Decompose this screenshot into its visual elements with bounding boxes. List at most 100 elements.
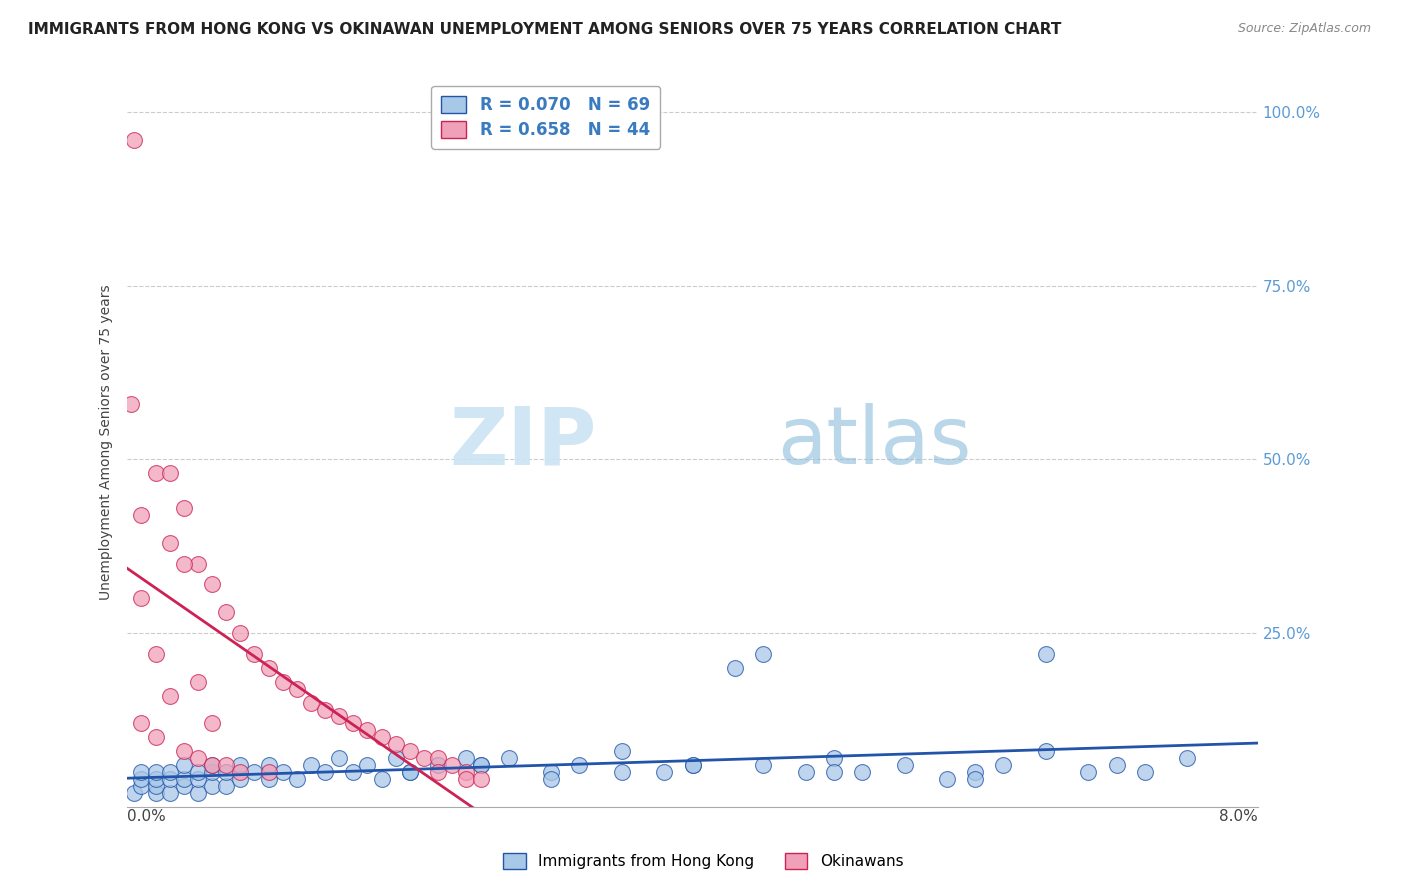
Point	[159, 467, 181, 481]
Point	[159, 764, 181, 779]
Point	[257, 661, 280, 675]
Point	[1035, 744, 1057, 758]
Point	[384, 737, 406, 751]
Point	[427, 758, 450, 772]
Point	[399, 744, 422, 758]
Legend: R = 0.070   N = 69, R = 0.658   N = 44: R = 0.070 N = 69, R = 0.658 N = 44	[432, 86, 659, 149]
Text: Source: ZipAtlas.com: Source: ZipAtlas.com	[1237, 22, 1371, 36]
Point	[470, 772, 492, 786]
Point	[427, 764, 450, 779]
Point	[456, 772, 478, 786]
Point	[356, 758, 378, 772]
Point	[893, 758, 915, 772]
Point	[145, 731, 167, 745]
Point	[243, 764, 266, 779]
Point	[131, 772, 153, 786]
Point	[399, 764, 422, 779]
Point	[470, 758, 492, 772]
Point	[145, 779, 167, 793]
Point	[173, 744, 195, 758]
Point	[145, 647, 167, 661]
Point	[610, 744, 633, 758]
Point	[201, 758, 224, 772]
Point	[187, 557, 209, 571]
Point	[131, 716, 153, 731]
Point	[285, 772, 308, 786]
Point	[851, 764, 873, 779]
Point	[173, 779, 195, 793]
Point	[257, 764, 280, 779]
Legend: Immigrants from Hong Kong, Okinawans: Immigrants from Hong Kong, Okinawans	[496, 847, 910, 875]
Point	[568, 758, 591, 772]
Point	[131, 764, 153, 779]
Point	[187, 674, 209, 689]
Point	[1035, 647, 1057, 661]
Text: 8.0%: 8.0%	[1219, 809, 1258, 824]
Point	[215, 605, 238, 619]
Point	[215, 758, 238, 772]
Point	[145, 467, 167, 481]
Point	[427, 751, 450, 765]
Point	[121, 397, 143, 411]
Point	[285, 681, 308, 696]
Point	[145, 772, 167, 786]
Point	[159, 786, 181, 800]
Point	[1175, 751, 1198, 765]
Point	[145, 764, 167, 779]
Point	[124, 786, 146, 800]
Point	[187, 772, 209, 786]
Point	[724, 661, 747, 675]
Point	[935, 772, 957, 786]
Point	[794, 764, 817, 779]
Point	[682, 758, 704, 772]
Point	[370, 772, 392, 786]
Point	[257, 758, 280, 772]
Point	[456, 751, 478, 765]
Point	[173, 772, 195, 786]
Point	[271, 764, 294, 779]
Point	[229, 626, 252, 640]
Point	[610, 764, 633, 779]
Point	[201, 758, 224, 772]
Point	[159, 689, 181, 703]
Point	[145, 786, 167, 800]
Point	[173, 557, 195, 571]
Point	[173, 758, 195, 772]
Point	[243, 647, 266, 661]
Point	[342, 764, 364, 779]
Point	[456, 764, 478, 779]
Point	[229, 764, 252, 779]
Point	[965, 764, 987, 779]
Point	[131, 508, 153, 522]
Point	[187, 786, 209, 800]
Point	[215, 779, 238, 793]
Point	[540, 772, 562, 786]
Point	[328, 709, 350, 723]
Point	[752, 758, 775, 772]
Point	[413, 751, 436, 765]
Point	[993, 758, 1015, 772]
Point	[328, 751, 350, 765]
Point	[384, 751, 406, 765]
Point	[441, 758, 464, 772]
Point	[229, 758, 252, 772]
Text: atlas: atlas	[778, 403, 972, 481]
Point	[752, 647, 775, 661]
Point	[498, 751, 520, 765]
Point	[124, 133, 146, 147]
Point	[1105, 758, 1128, 772]
Point	[187, 764, 209, 779]
Text: IMMIGRANTS FROM HONG KONG VS OKINAWAN UNEMPLOYMENT AMONG SENIORS OVER 75 YEARS C: IMMIGRANTS FROM HONG KONG VS OKINAWAN UN…	[28, 22, 1062, 37]
Point	[823, 764, 845, 779]
Point	[399, 764, 422, 779]
Point	[823, 751, 845, 765]
Point	[257, 772, 280, 786]
Point	[201, 716, 224, 731]
Point	[271, 674, 294, 689]
Point	[215, 764, 238, 779]
Point	[201, 577, 224, 591]
Point	[370, 731, 392, 745]
Text: 0.0%: 0.0%	[128, 809, 166, 824]
Point	[965, 772, 987, 786]
Y-axis label: Unemployment Among Seniors over 75 years: Unemployment Among Seniors over 75 years	[100, 285, 114, 600]
